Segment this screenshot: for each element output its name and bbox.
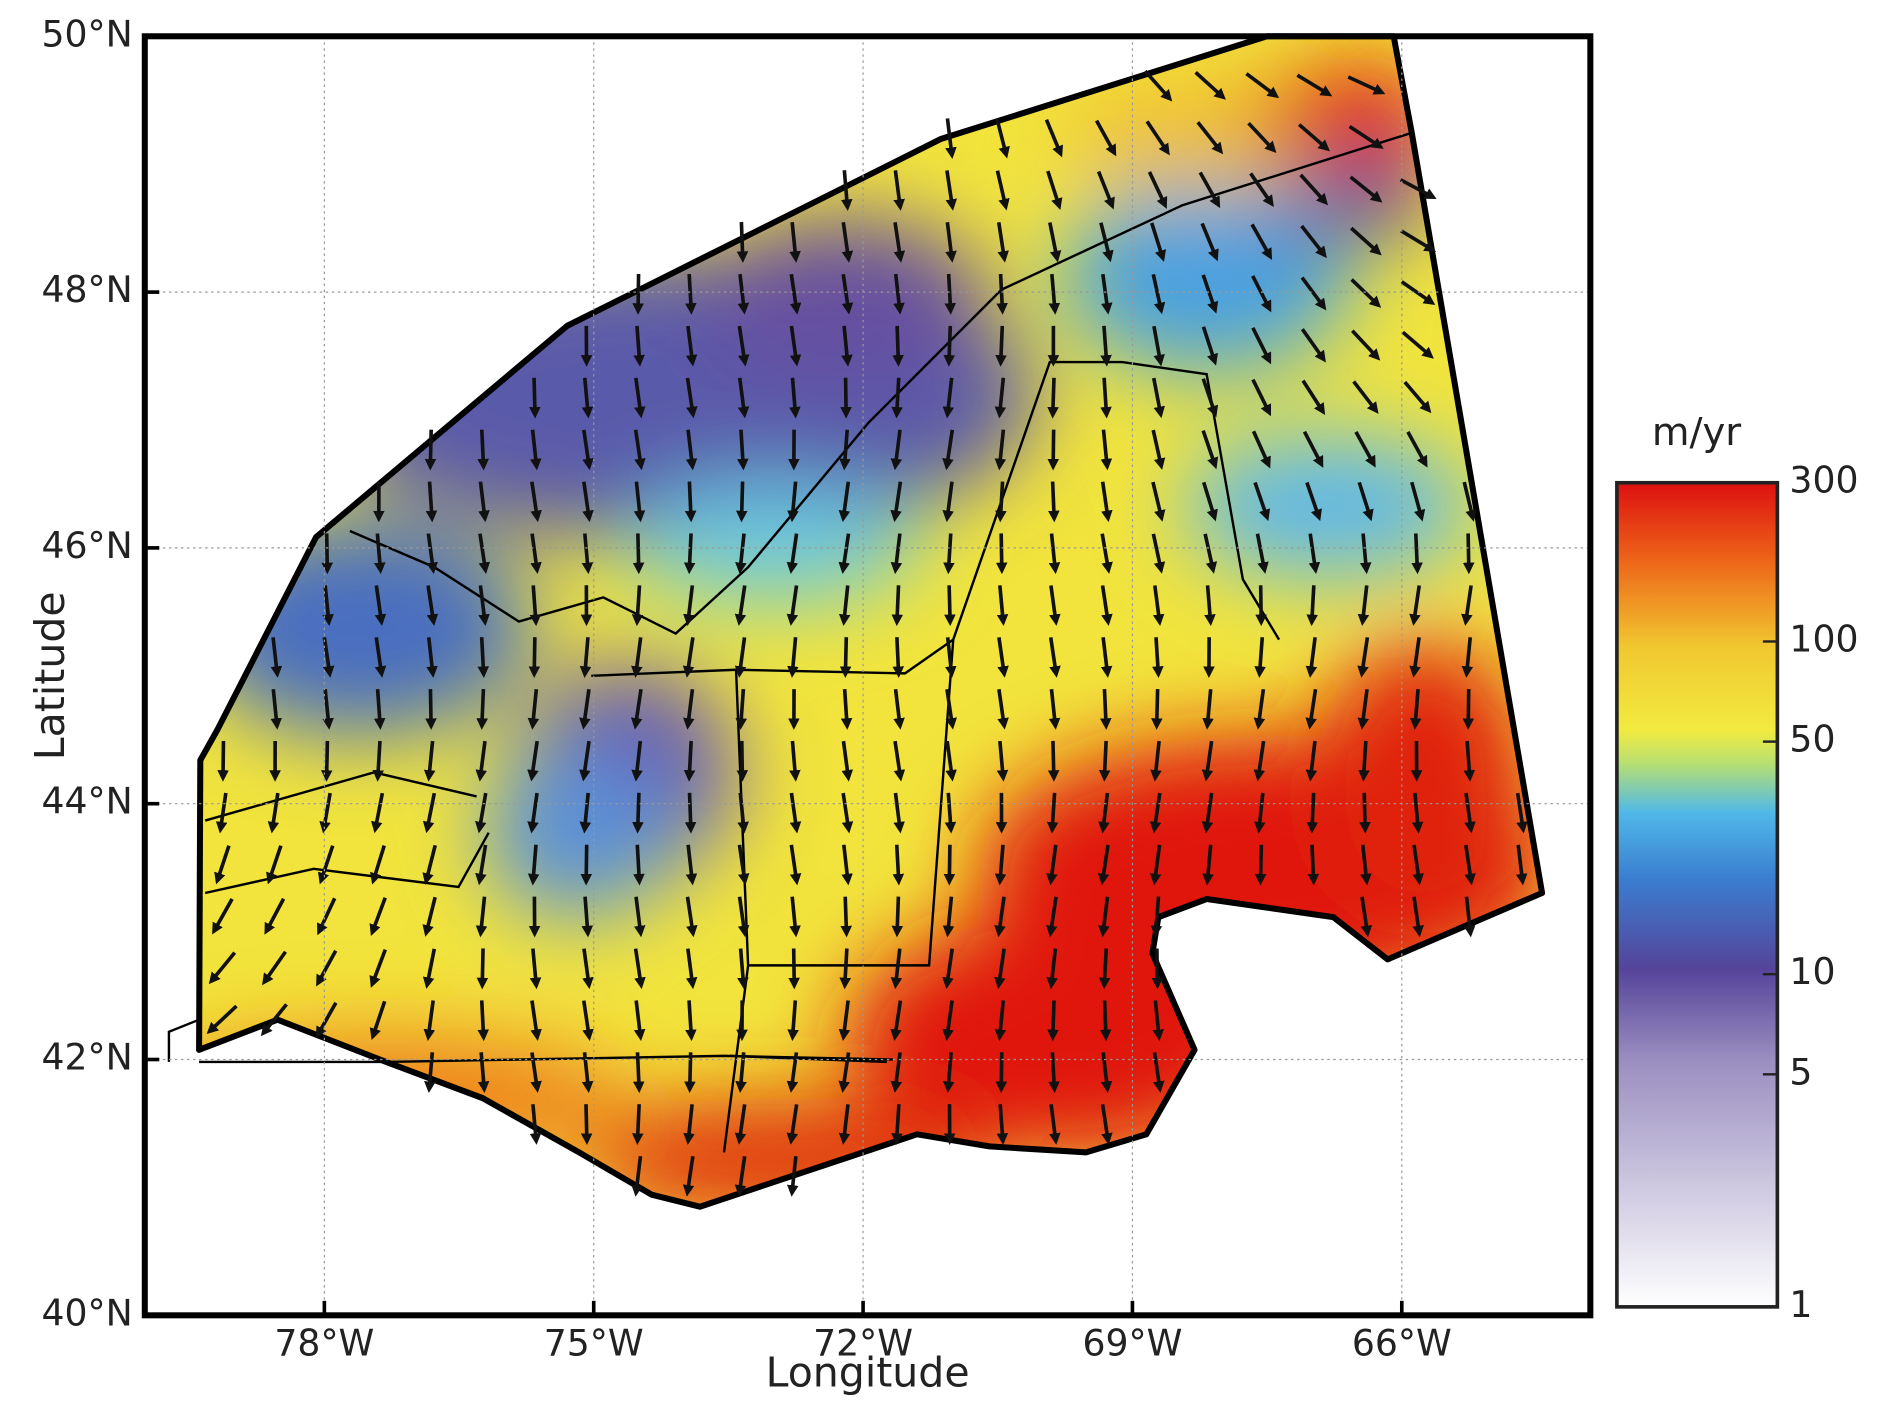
flow-arrow (1468, 689, 1469, 725)
x-tick-label: 69°W (1082, 1321, 1182, 1364)
flow-arrow (689, 482, 691, 518)
flow-arrow (1053, 741, 1054, 777)
flow-arrow (741, 222, 742, 258)
colorbar-tick-label: 1 (1789, 1283, 1812, 1326)
flow-arrow (482, 1000, 484, 1036)
flow-arrow (794, 949, 795, 985)
flow-arrow (897, 1104, 899, 1140)
flow-arrow (1312, 793, 1314, 829)
flow-arrow (430, 689, 431, 725)
flow-arrow (689, 1000, 691, 1036)
flow-arrow (1260, 845, 1261, 881)
y-tick-label: 44°N (42, 780, 133, 823)
flow-arrow (897, 637, 899, 673)
flow-arrow (1157, 949, 1158, 985)
flow-arrow (1053, 482, 1055, 518)
flow-arrow (689, 533, 691, 569)
flow-arrow (897, 845, 899, 881)
flow-arrow (1364, 793, 1365, 829)
y-axis-label: Latitude (26, 591, 74, 760)
flow-arrow (637, 585, 639, 621)
flow-arrow (534, 637, 535, 673)
flow-arrow (638, 793, 639, 829)
flow-arrow (327, 741, 328, 777)
flow-arrow (1001, 533, 1002, 569)
flow-arrow (1000, 482, 1002, 518)
flow-arrow (1104, 689, 1106, 725)
flow-arrow (1104, 378, 1106, 414)
flow-arrow (690, 1052, 691, 1088)
flow-arrow (845, 897, 846, 933)
x-tick-label: 78°W (274, 1321, 374, 1364)
flow-arrow (1001, 1052, 1002, 1088)
y-tick-label: 50°N (42, 12, 133, 55)
flow-arrow (482, 689, 484, 725)
x-tick-label: 75°W (544, 1321, 644, 1364)
flow-arrow (534, 378, 535, 414)
y-tick-label: 46°N (42, 524, 133, 567)
flow-arrow (897, 585, 899, 621)
flow-arrow (741, 430, 743, 466)
flow-arrow (638, 1052, 640, 1088)
y-tick-label: 40°N (42, 1291, 133, 1334)
flow-arrow (1001, 326, 1003, 362)
flow-arrow (1052, 1052, 1054, 1088)
flow-arrow (1052, 793, 1054, 829)
flow-arrow (689, 741, 691, 777)
flow-arrow (897, 897, 898, 933)
flow-arrow (1053, 430, 1054, 466)
flow-arrow (948, 533, 950, 569)
flow-arrow (1105, 1000, 1106, 1036)
flow-arrow (586, 845, 587, 881)
flow-arrow (586, 1104, 587, 1140)
flow-arrow (897, 378, 899, 414)
flow-arrow (845, 949, 847, 985)
flow-arrow (1053, 1000, 1054, 1036)
y-tick-label: 42°N (42, 1036, 133, 1079)
velocity-field (121, 0, 1629, 1327)
flow-arrow (845, 637, 846, 673)
flow-arrow (742, 482, 743, 518)
flow-arrow (1416, 533, 1418, 569)
colorbar-tick-label: 300 (1789, 459, 1858, 502)
flow-arrow (949, 845, 950, 881)
colorbar-tick-label: 10 (1789, 950, 1835, 993)
y-tick-label: 48°N (42, 268, 133, 311)
colorbar (1617, 483, 1777, 1307)
flow-arrow (1468, 533, 1469, 569)
flow-arrow (1104, 741, 1106, 777)
flow-arrow (637, 845, 639, 881)
flow-arrow (949, 326, 950, 362)
colorbar-label: m/yr (1652, 410, 1741, 455)
flow-arrow (1312, 845, 1314, 881)
flow-arrow (897, 326, 898, 362)
flow-arrow (327, 533, 328, 569)
flow-arrow (430, 430, 431, 466)
colorbar-tick-label: 50 (1789, 718, 1835, 761)
flow-arrow (430, 482, 432, 518)
colorbar-tick-label: 5 (1789, 1050, 1812, 1093)
flow-arrow (845, 689, 847, 725)
flow-arrow (378, 689, 381, 725)
x-tick-label: 66°W (1352, 1321, 1452, 1364)
flow-arrow (482, 430, 484, 466)
colorbar-tick-label: 100 (1789, 617, 1858, 660)
flow-arrow (1157, 689, 1158, 725)
flow-arrow (378, 741, 380, 777)
flow-arrow (482, 949, 483, 985)
x-tick-label: 72°W (813, 1321, 913, 1364)
flow-arrow (638, 533, 639, 569)
flow-arrow (742, 741, 743, 777)
flow-arrow (1053, 378, 1054, 414)
flow-arrow (637, 1104, 639, 1140)
flow-arrow (1104, 949, 1106, 985)
flow-arrow (949, 585, 950, 621)
flow-arrow (1156, 637, 1158, 673)
flow-arrow (482, 637, 484, 673)
flow-arrow (1364, 741, 1366, 777)
flow-arrow (690, 793, 691, 829)
flow-arrow (1261, 585, 1262, 621)
flow-arrow (1312, 585, 1314, 621)
